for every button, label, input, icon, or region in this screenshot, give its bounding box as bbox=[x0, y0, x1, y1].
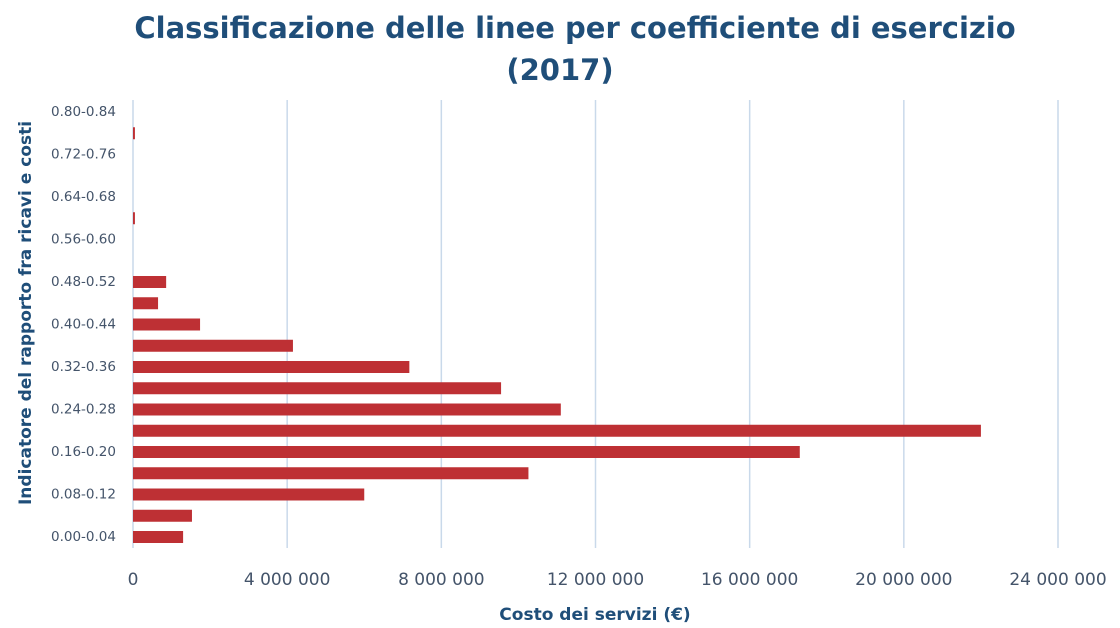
y-tick-label: 0.16-0.20 bbox=[51, 444, 116, 460]
x-axis-title: Costo dei servizi (€) bbox=[499, 605, 690, 625]
y-tick-label: 0.80-0.84 bbox=[51, 104, 116, 120]
x-tick-label: 8 000 000 bbox=[398, 570, 485, 590]
bar bbox=[133, 361, 410, 373]
bar bbox=[133, 403, 561, 416]
y-tick-label: 0.00-0.04 bbox=[51, 529, 116, 545]
y-tick-label: 0.40-0.44 bbox=[51, 317, 116, 333]
x-tick-label: 4 000 000 bbox=[244, 570, 331, 590]
y-tick-label: 0.08-0.12 bbox=[51, 487, 116, 503]
chart-title: Classificazione delle linee per coeffici… bbox=[134, 11, 1015, 45]
y-tick-label: 0.32-0.36 bbox=[51, 359, 116, 375]
bar bbox=[133, 531, 184, 543]
y-tick-label: 0.72-0.76 bbox=[51, 147, 116, 163]
x-tick-label: 0 bbox=[128, 570, 139, 590]
bar bbox=[133, 424, 981, 437]
x-tick-label: 12 000 000 bbox=[547, 570, 644, 590]
chart-subtitle: (2017) bbox=[506, 53, 613, 87]
y-tick-label: 0.24-0.28 bbox=[51, 402, 116, 418]
bar bbox=[133, 382, 502, 395]
bar bbox=[133, 467, 529, 480]
bar bbox=[133, 488, 365, 501]
bar bbox=[133, 509, 192, 522]
y-tick-label: 0.56-0.60 bbox=[51, 232, 116, 248]
bar bbox=[133, 127, 135, 140]
bar bbox=[133, 297, 159, 310]
bar bbox=[133, 446, 800, 458]
bar bbox=[133, 212, 135, 225]
x-tick-label: 20 000 000 bbox=[855, 570, 952, 590]
bar bbox=[133, 318, 201, 331]
y-axis-title: Indicatore del rapporto fra ricavi e cos… bbox=[16, 121, 36, 505]
y-tick-label: 0.48-0.52 bbox=[51, 274, 116, 290]
y-tick-label: 0.64-0.68 bbox=[51, 189, 116, 205]
x-tick-label: 24 000 000 bbox=[1009, 570, 1106, 590]
bar bbox=[133, 339, 293, 352]
x-tick-label: 16 000 000 bbox=[701, 570, 798, 590]
bar bbox=[133, 276, 167, 288]
